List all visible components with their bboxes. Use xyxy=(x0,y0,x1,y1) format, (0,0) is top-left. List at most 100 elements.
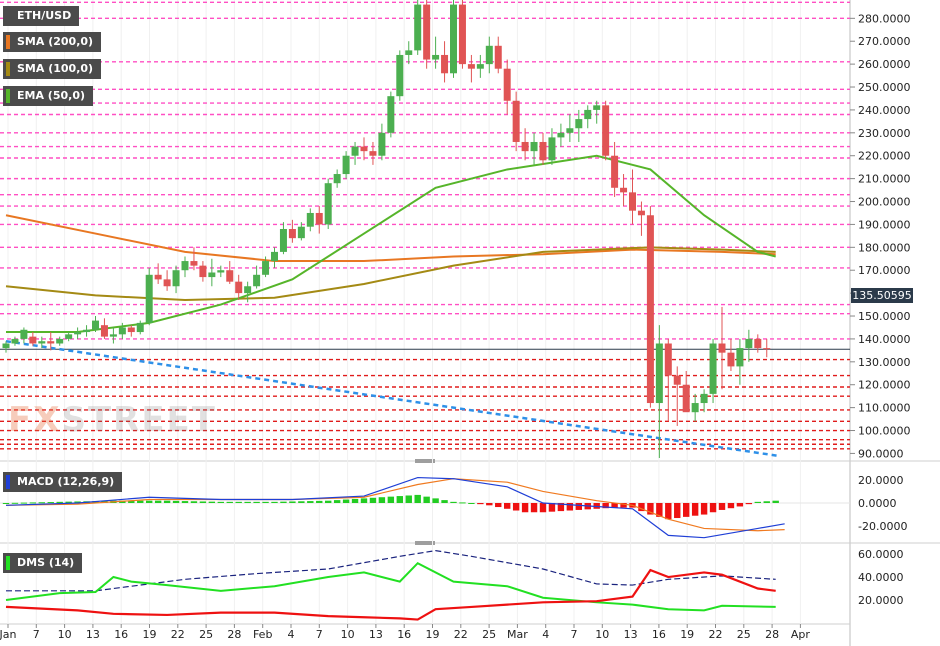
sma100-line xyxy=(5,246,776,301)
macd-histogram-bar xyxy=(665,503,672,520)
candle-body xyxy=(521,141,529,152)
macd-histogram-bar xyxy=(414,494,421,503)
macd-histogram-bar xyxy=(700,503,708,515)
candle-body xyxy=(360,146,368,152)
macd-histogram-bar xyxy=(298,501,305,503)
candle-body xyxy=(620,187,628,193)
legend-macd[interactable]: MACD (12,26,9) xyxy=(3,472,123,492)
candle-body xyxy=(682,384,690,413)
candle-body xyxy=(351,146,359,156)
candle-body xyxy=(288,229,296,239)
time-axis-label: Jan xyxy=(0,628,17,641)
time-axis-label: 25 xyxy=(199,628,213,641)
legend-dms[interactable]: DMS (14) xyxy=(3,553,83,573)
macd-axis-label: -20.0000 xyxy=(858,520,907,533)
price-axis-label: 140.0000 xyxy=(858,333,911,346)
candle-body xyxy=(584,109,592,120)
time-axis-label: 13 xyxy=(369,628,383,641)
macd-histogram-bar xyxy=(566,503,574,511)
legend-ema50[interactable]: EMA (50,0) xyxy=(3,86,93,106)
legend-sma200[interactable]: SMA (200,0) xyxy=(3,32,102,52)
legend-sma100[interactable]: SMA (100,0) xyxy=(3,59,102,79)
candle-body xyxy=(754,338,762,349)
time-axis-label: 13 xyxy=(624,628,638,641)
time-axis-label: 13 xyxy=(86,628,100,641)
macd-histogram-bar xyxy=(65,501,72,503)
di-plus-line xyxy=(5,562,776,612)
macd-histogram-bar xyxy=(11,502,19,504)
macd-histogram-bar xyxy=(512,503,520,511)
candle-body xyxy=(718,343,726,353)
macd-histogram-bar xyxy=(154,500,162,503)
candle-body xyxy=(145,274,153,323)
candle-body xyxy=(387,96,395,133)
candle-body xyxy=(217,270,225,273)
time-axis-label: 22 xyxy=(709,628,723,641)
time-axis-label: 25 xyxy=(737,628,751,641)
time-axis-label: 7 xyxy=(33,628,40,641)
macd-histogram-bar xyxy=(333,500,341,503)
price-axis-label: 180.0000 xyxy=(858,241,911,254)
macd-signal-line xyxy=(5,478,785,532)
price-axis-label: 260.0000 xyxy=(858,58,911,71)
macd-histogram-bar xyxy=(674,503,681,519)
di-minus-line xyxy=(5,568,776,621)
macd-line xyxy=(5,476,785,539)
candle-body xyxy=(47,341,55,344)
time-axis-label: Mar xyxy=(507,628,528,641)
macd-histogram-bar xyxy=(557,503,565,512)
candle-body xyxy=(629,192,636,211)
sma200-line xyxy=(5,214,776,263)
time-axis-label: 10 xyxy=(341,628,355,641)
macd-histogram-bar xyxy=(38,502,45,504)
last-price-tag: 135.50595 xyxy=(851,288,913,303)
candle-body xyxy=(745,338,753,349)
candle-body xyxy=(494,45,502,69)
price-axis-label: 270.0000 xyxy=(858,35,911,48)
candle-body xyxy=(83,329,91,333)
macd-axis-label: 0.0000 xyxy=(858,497,897,510)
candle-body xyxy=(441,54,449,74)
macd-histogram-bar xyxy=(262,501,269,503)
candle-body xyxy=(736,348,744,367)
macd-histogram-bar xyxy=(638,503,645,512)
macd-histogram-bar xyxy=(504,503,511,509)
time-axis-label: 10 xyxy=(58,628,72,641)
price-axis-label: 220.0000 xyxy=(858,150,911,163)
candle-body xyxy=(172,270,180,287)
candle-body xyxy=(190,261,198,266)
macd-histogram-bar xyxy=(307,501,314,503)
candle-body xyxy=(154,274,162,280)
candle-body xyxy=(333,174,341,184)
candle-body xyxy=(56,338,64,344)
candle-body xyxy=(315,212,323,225)
macd-histogram-bar xyxy=(244,501,251,503)
time-axis-label: 7 xyxy=(316,628,323,641)
price-axis-label: 250.0000 xyxy=(858,81,911,94)
macd-swatch xyxy=(6,475,10,489)
candle-body xyxy=(637,210,645,216)
candle-body xyxy=(655,343,663,404)
watermark-logo: FXSTREET xyxy=(8,400,217,440)
macd-histogram-bar xyxy=(530,503,538,513)
macd-axis-label: 20.0000 xyxy=(858,474,904,487)
candle-body xyxy=(503,68,511,101)
candle-body xyxy=(566,128,574,133)
candle-body xyxy=(262,261,270,275)
macd-histogram-bar xyxy=(736,503,744,507)
time-axis-label: 19 xyxy=(143,628,157,641)
candle-body xyxy=(414,4,422,51)
time-axis-label: 28 xyxy=(227,628,241,641)
candle-body xyxy=(727,352,735,367)
macd-histogram-bar xyxy=(280,501,287,503)
symbol-label[interactable]: ETH/USD xyxy=(3,6,80,26)
macd-histogram-bar xyxy=(521,503,529,513)
price-axis-label: 200.0000 xyxy=(858,196,911,209)
time-axis-label: 4 xyxy=(288,628,295,641)
time-axis-label: 16 xyxy=(397,628,411,641)
macd-histogram-bar xyxy=(208,501,216,503)
macd-histogram-bar xyxy=(387,496,395,503)
candle-body xyxy=(396,54,404,97)
candle-body xyxy=(271,251,278,262)
